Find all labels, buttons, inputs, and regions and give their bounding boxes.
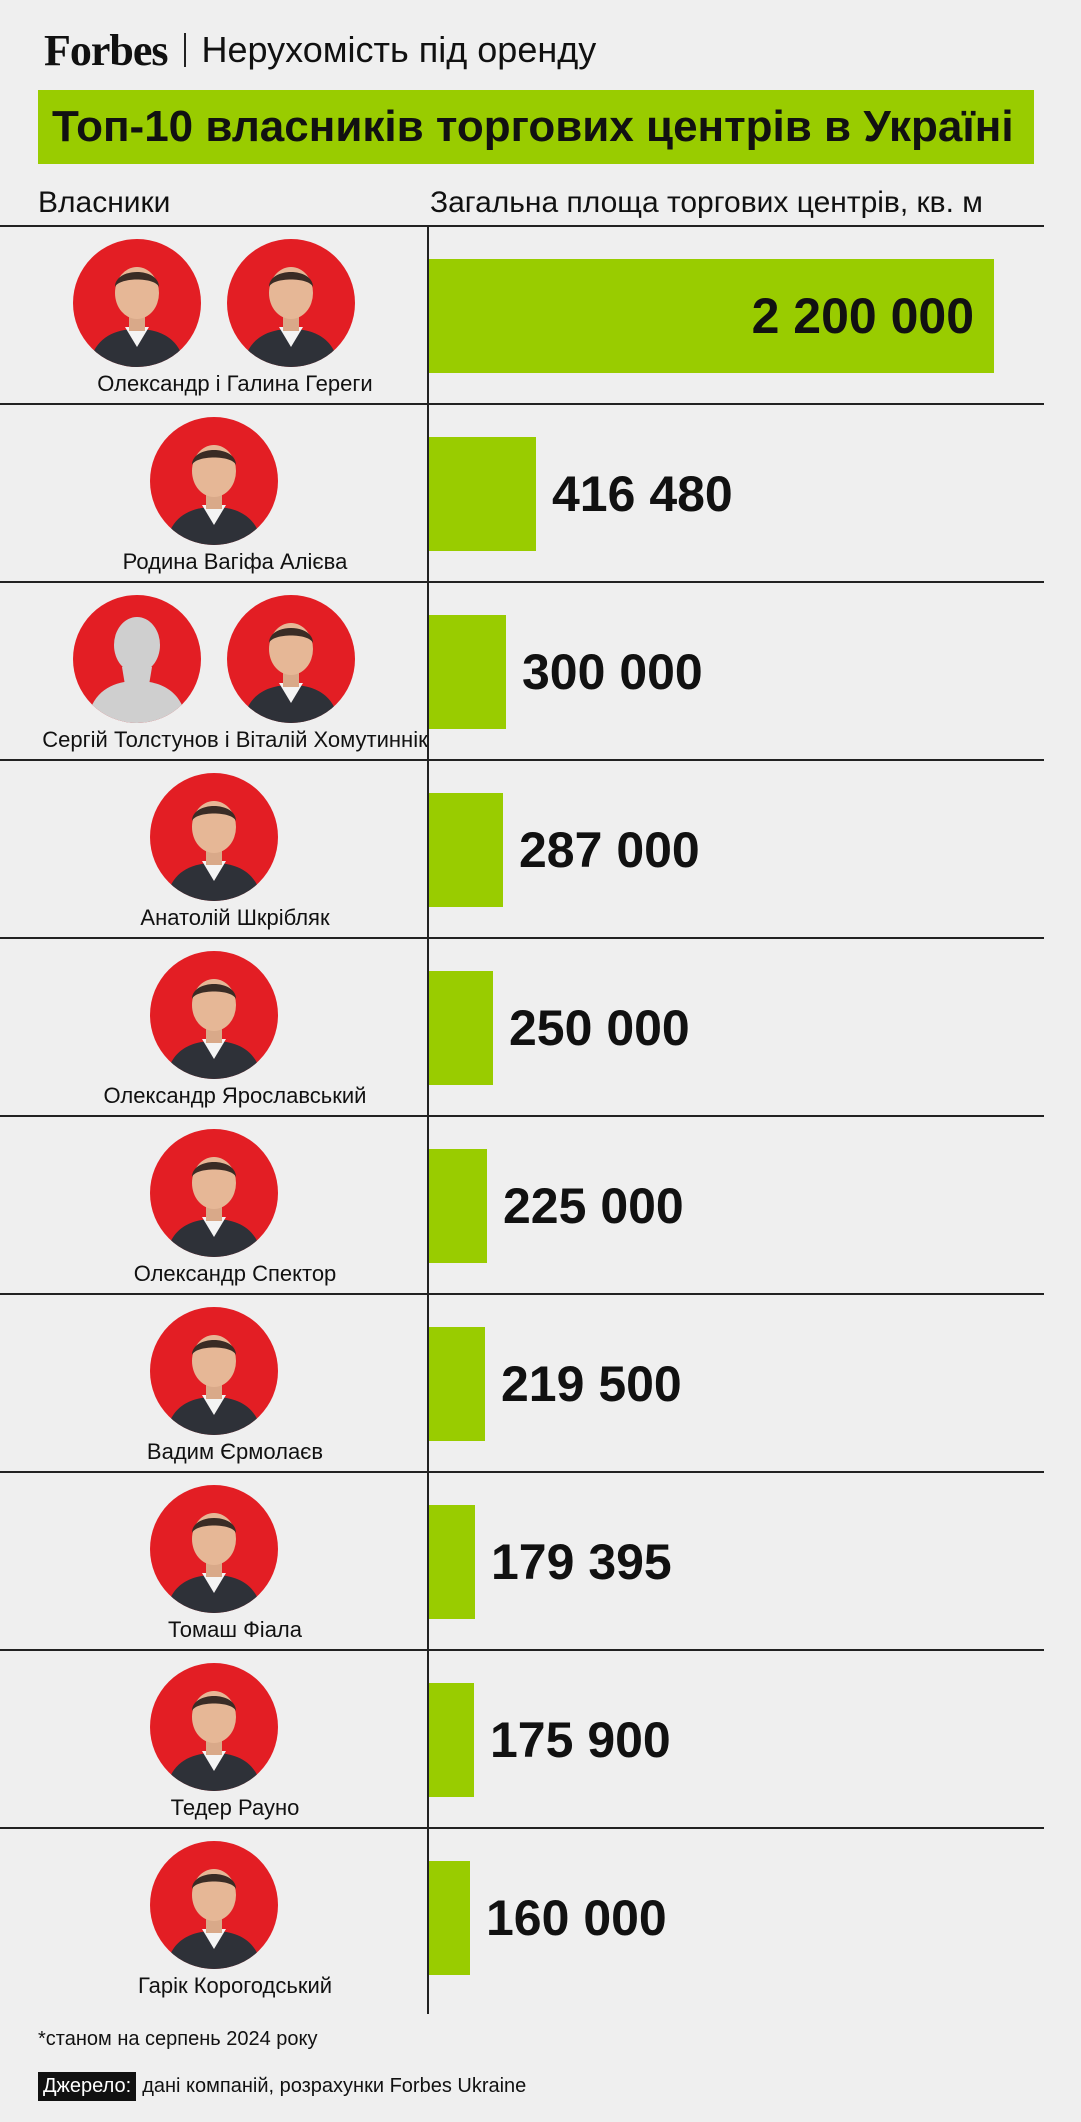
bar-value-label: 2 200 000 <box>751 288 974 344</box>
owner-name-label: Родина Вагіфа Алієва <box>122 549 348 574</box>
chart-row: Томаш Фіала 179 395 <box>0 1473 1044 1651</box>
row-separator <box>0 937 1044 939</box>
bar <box>429 1861 470 1975</box>
bar-value-label: 300 000 <box>522 644 703 700</box>
person-photo-icon <box>149 1129 278 1257</box>
bar <box>429 615 506 729</box>
chart-row: Вадим Єрмолаєв 219 500 <box>0 1295 1044 1473</box>
row-separator <box>0 1649 1044 1651</box>
row-separator <box>0 1115 1044 1117</box>
person-photo-icon <box>72 239 201 367</box>
owner-photos <box>0 595 427 723</box>
row-separator <box>0 759 1044 761</box>
person-photo-icon <box>226 239 355 367</box>
axis-divider <box>427 226 429 2014</box>
owners-column-header: Власники <box>38 186 171 219</box>
bar <box>429 971 493 1085</box>
person-photo-icon <box>226 595 355 723</box>
bar-value-label: 219 500 <box>501 1356 682 1412</box>
owner-photos <box>0 1663 427 1791</box>
bar-value-label: 416 480 <box>552 466 733 522</box>
person-photo-icon <box>149 951 278 1079</box>
bar-value-label: 160 000 <box>486 1890 667 1946</box>
owner-photos <box>0 1841 427 1969</box>
owner-name-label: Томаш Фіала <box>168 1617 302 1642</box>
owner-name-label: Анатолій Шкрібляк <box>140 905 330 930</box>
chart-title-box: Топ-10 власників торгових центрів в Укра… <box>38 90 1034 164</box>
owner-name-label: Вадим Єрмолаєв <box>146 1439 324 1464</box>
bar <box>429 1327 485 1441</box>
chart-title: Топ-10 власників торгових центрів в Укра… <box>52 102 1014 151</box>
person-photo-icon <box>149 1841 278 1969</box>
bar-value-label: 175 900 <box>490 1712 671 1768</box>
chart-row: Тедер Рауно 175 900 <box>0 1651 1044 1829</box>
bar <box>429 1149 487 1263</box>
source-text: дані компаній, розрахунки Forbes Ukraine <box>142 2075 527 2097</box>
placeholder-silhouette-icon <box>72 595 201 723</box>
chart-row: Родина Вагіфа Алієва 416 480 <box>0 405 1044 583</box>
bar-value-label: 250 000 <box>509 1000 690 1056</box>
bar <box>429 1683 474 1797</box>
row-separator <box>0 581 1044 583</box>
owner-name-label: Олександр Ярославський <box>103 1083 367 1108</box>
row-separator <box>0 1293 1044 1295</box>
forbes-logo: Forbes <box>44 25 169 75</box>
bar-value-label: 287 000 <box>519 822 700 878</box>
owner-photos <box>0 1129 427 1257</box>
area-column-header: Загальна площа торгових центрів, кв. м <box>430 186 983 219</box>
source-label: Джерело: <box>38 2072 137 2101</box>
top-bar: Forbes Нерухомість під оренду <box>44 20 596 80</box>
row-separator <box>0 1827 1044 1829</box>
chart-row: Олександр і Галина Гереги 2 200 000 <box>0 227 1044 405</box>
owner-photos <box>0 239 427 367</box>
chart-row: Сергій Толстунов і Віталій Хомутиннік 300… <box>0 583 1044 761</box>
chart-row: Гарік Корогодський 160 000 <box>0 1829 1044 2007</box>
owner-photos <box>0 773 427 901</box>
section-label: Нерухомість під оренду <box>201 29 597 70</box>
person-photo-icon <box>149 1663 278 1791</box>
person-photo-icon <box>149 1485 278 1613</box>
bar <box>429 259 994 373</box>
bar-value-label: 179 395 <box>491 1534 672 1590</box>
footnote: *станом на серпень 2024 року <box>38 2028 318 2050</box>
person-photo-icon <box>149 417 278 545</box>
person-photo-icon <box>149 773 278 901</box>
owner-name-label: Тедер Рауно <box>170 1795 300 1820</box>
bar-value-label: 225 000 <box>503 1178 684 1234</box>
owner-name-label: Олександр Спектор <box>133 1261 337 1286</box>
source-line: Джерело: дані компаній, розрахунки Forbe… <box>38 2072 526 2101</box>
row-separator <box>0 403 1044 405</box>
bar <box>429 793 503 907</box>
owner-photos <box>0 417 427 545</box>
owner-photos <box>0 1307 427 1435</box>
chart-row: Анатолій Шкрібляк 287 000 <box>0 761 1044 939</box>
bar <box>429 437 536 551</box>
owner-photos <box>0 951 427 1079</box>
person-photo-icon <box>149 1307 278 1435</box>
chart-row: Олександр Ярославський 250 000 <box>0 939 1044 1117</box>
owner-photos <box>0 1485 427 1613</box>
owner-name-label: Олександр і Галина Гереги <box>97 371 373 396</box>
owner-name-label: Сергій Толстунов і Віталій Хомутиннік <box>42 727 428 752</box>
chart-row: Олександр Спектор 225 000 <box>0 1117 1044 1295</box>
header-divider <box>183 33 186 67</box>
row-separator <box>0 1471 1044 1473</box>
row-separator <box>0 225 1044 227</box>
bar <box>429 1505 475 1619</box>
owner-name-label: Гарік Корогодський <box>137 1973 333 1998</box>
